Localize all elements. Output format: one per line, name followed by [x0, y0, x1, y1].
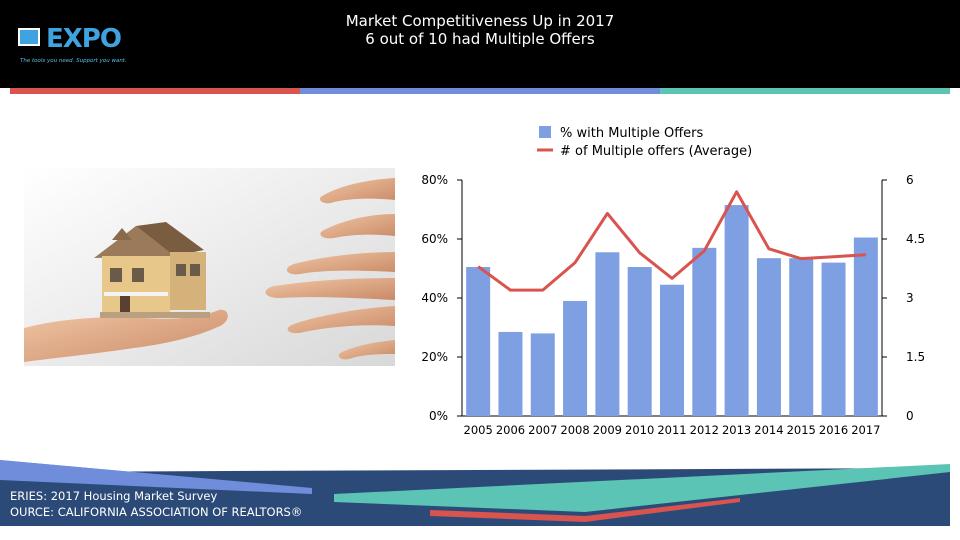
legend-label-line: # of Multiple offers (Average): [560, 144, 752, 159]
bar-2015: [789, 258, 814, 416]
right-tick-label: 4.5: [906, 232, 925, 246]
title-line-1: Market Competitiveness Up in 2017: [345, 12, 615, 30]
bar-2009: [595, 252, 620, 416]
expo-logo: EXPO The tools you need. Support you wan…: [14, 20, 134, 68]
bar-2017: [853, 237, 878, 416]
bar-2005: [466, 267, 491, 416]
source-footnote: OURCE: CALIFORNIA ASSOCIATION OF REALTOR…: [10, 505, 303, 519]
bar-2006: [498, 331, 523, 416]
bar-series: [466, 205, 878, 416]
series-footnote: ERIES: 2017 Housing Market Survey: [10, 489, 218, 503]
bar-2011: [660, 284, 684, 416]
logo-tagline: The tools you need. Support you want.: [20, 58, 127, 64]
logo-text: EXPO: [46, 24, 122, 54]
slide-title: Market Competitiveness Up in 2017 6 out …: [0, 12, 960, 48]
chart: % with Multiple Offers # of Multiple off…: [421, 126, 925, 437]
x-tick-label-2012: 2012: [690, 423, 719, 437]
legend-bar-swatch: [539, 126, 551, 138]
x-tick-label-2009: 2009: [593, 423, 622, 437]
x-tick-label-2017: 2017: [851, 423, 880, 437]
bar-2016: [821, 262, 846, 416]
stripe-teal: [660, 88, 950, 94]
x-tick-label-2013: 2013: [722, 423, 751, 437]
x-tick-label-2005: 2005: [464, 423, 493, 437]
bar-2014: [756, 258, 781, 416]
x-tick-label-2008: 2008: [560, 423, 589, 437]
right-tick-label: 1.5: [906, 350, 925, 364]
left-tick-label: 0%: [429, 409, 448, 423]
left-tick-label: 80%: [421, 173, 448, 187]
right-axis-ticks: 0 1.5 3 4.5 6: [882, 173, 925, 423]
bar-2013: [724, 205, 749, 416]
bar-2008: [563, 300, 588, 416]
left-tick-label: 20%: [421, 350, 448, 364]
right-tick-label: 0: [906, 409, 914, 423]
bar-2007: [530, 333, 555, 416]
bar-2012: [692, 247, 717, 416]
x-tick-label-2006: 2006: [496, 423, 525, 437]
x-tick-label-2011: 2011: [657, 423, 686, 437]
footer-band: [0, 460, 960, 540]
left-axis-ticks: 0% 20% 40% 60% 80%: [421, 173, 462, 423]
house-hands-photo: [24, 168, 395, 366]
header-bar: EXPO The tools you need. Support you wan…: [0, 0, 960, 88]
x-tick-label-2015: 2015: [787, 423, 816, 437]
left-tick-label: 60%: [421, 232, 448, 246]
x-tick-label-2016: 2016: [819, 423, 848, 437]
left-tick-label: 40%: [421, 291, 448, 305]
x-tick-label-2014: 2014: [754, 423, 783, 437]
x-axis-ticks: 2005 2006 2007 2008 2009 2010 2011 2012 2013 2014…: [464, 423, 881, 437]
legend-label-bars: % with Multiple Offers: [560, 126, 704, 141]
logo-square-icon: [18, 28, 40, 46]
title-line-2: 6 out of 10 had Multiple Offers: [365, 30, 595, 48]
stripe-blue: [300, 88, 660, 94]
stripe-red: [10, 88, 300, 94]
right-tick-label: 3: [906, 291, 914, 305]
bar-2010: [627, 267, 652, 416]
x-tick-label-2007: 2007: [528, 423, 557, 437]
average-line-series: [477, 190, 866, 292]
x-tick-label-2010: 2010: [625, 423, 654, 437]
right-tick-label: 6: [906, 173, 914, 187]
